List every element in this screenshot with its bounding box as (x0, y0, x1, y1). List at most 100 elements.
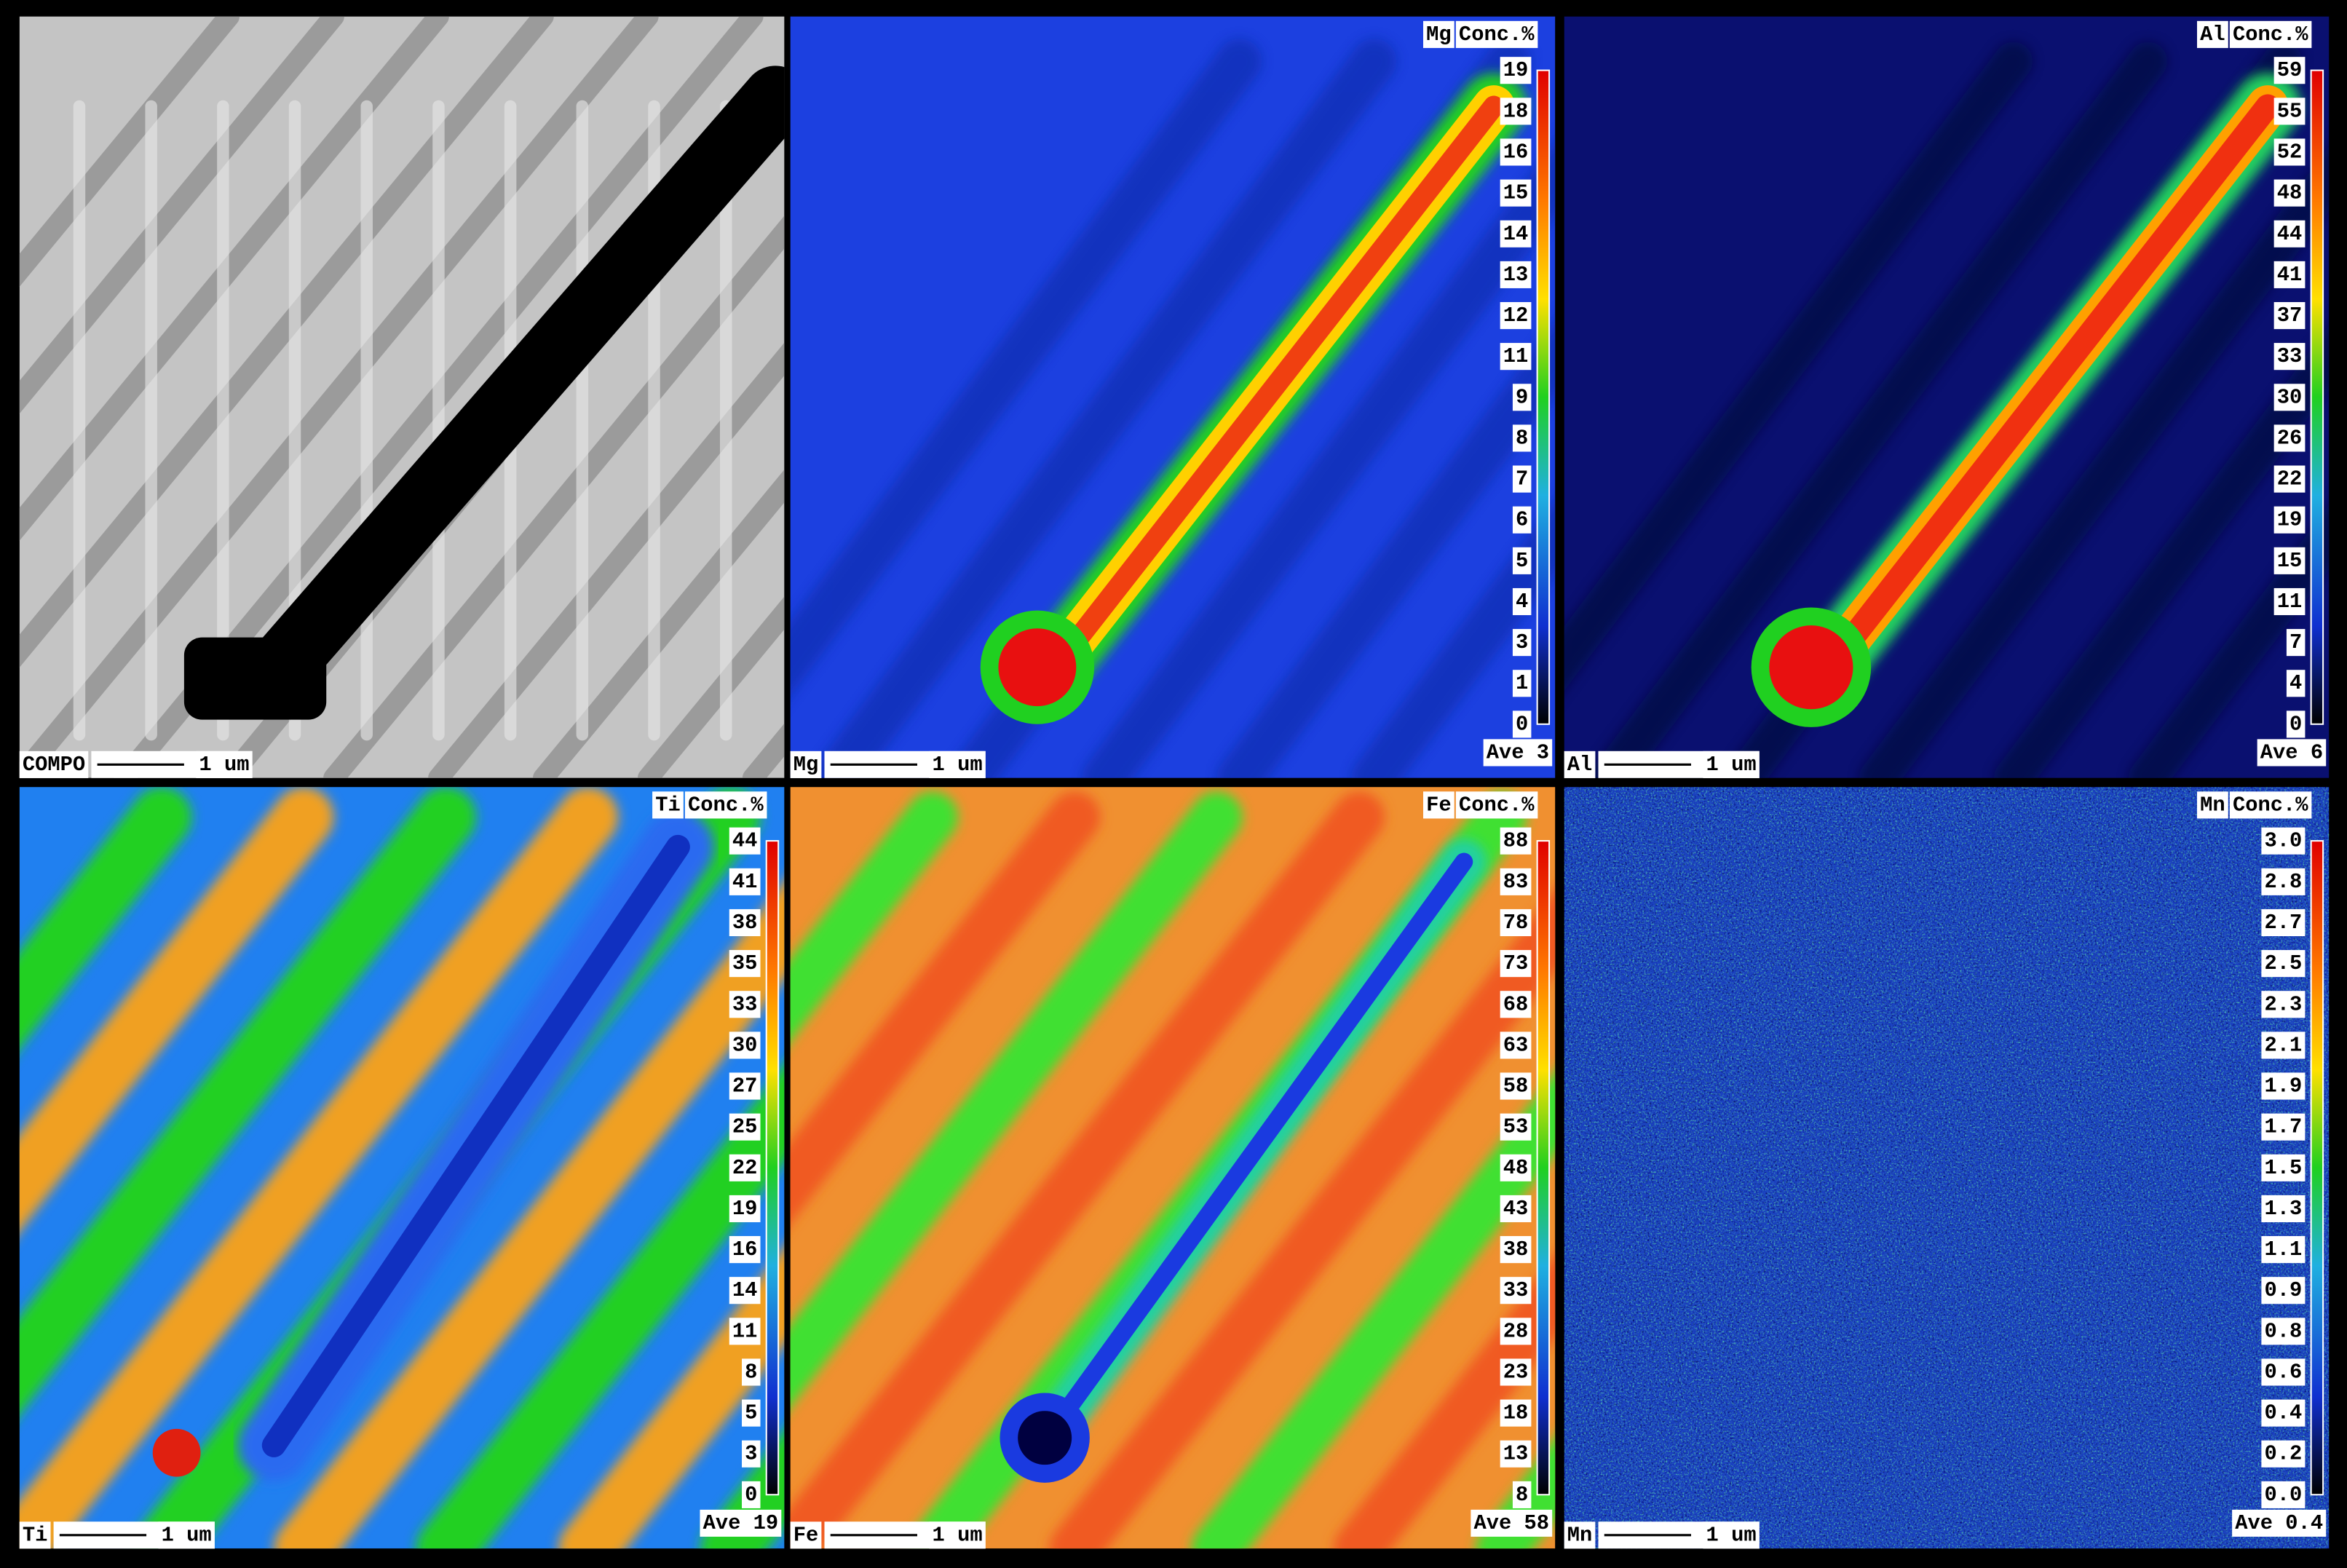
scale-label: 1 um (1706, 753, 1757, 777)
texture (1056, 95, 1505, 663)
tick-label: 5 (745, 1401, 757, 1425)
average-label-box (2257, 739, 2327, 767)
tick-label-box (2261, 1481, 2306, 1508)
tick-label-box (2273, 587, 2306, 616)
tick-label: 2.8 (2265, 870, 2303, 894)
scale-label-box (929, 1521, 986, 1549)
panel-label-box (1564, 1521, 1596, 1549)
tick-label-box (729, 1318, 761, 1345)
color-bar (2310, 840, 2324, 1496)
tick-label: 43 (1503, 1197, 1529, 1221)
texture (1859, 146, 2330, 778)
tick-label: 33 (2277, 344, 2303, 368)
tick-label: 22 (2277, 467, 2303, 491)
tick-label-box (1500, 98, 1532, 125)
tick-label: 19 (1503, 58, 1529, 82)
tick-label: 1.9 (2265, 1074, 2303, 1098)
blob (998, 628, 1077, 707)
tick-label-box (2261, 908, 2306, 937)
tick-label-box (729, 908, 761, 937)
tick-label-box (2261, 1072, 2306, 1100)
texture (2128, 504, 2330, 778)
blob (183, 637, 327, 720)
tick-label-box (2261, 868, 2306, 895)
tick-label-box (729, 1032, 761, 1059)
tick-label: 3 (1516, 630, 1528, 654)
tick-label-box (2273, 547, 2306, 574)
scale-label-box (158, 1521, 215, 1549)
tick-label: 23 (1503, 1360, 1529, 1384)
tick-label-box (1512, 710, 1532, 738)
texture (1082, 141, 1556, 778)
unit-label: Conc.% (2233, 23, 2308, 47)
unit-label: Conc.% (1459, 23, 1535, 47)
texture (790, 791, 1101, 1224)
tick-label: 44 (732, 829, 758, 853)
tick-label-box (2273, 261, 2306, 288)
tick-label: 33 (732, 992, 758, 1016)
tick-label-box (1500, 138, 1532, 166)
tick-label-box (2273, 57, 2306, 84)
tick-label: 2.3 (2265, 992, 2303, 1016)
tick-label-box (2273, 343, 2306, 371)
scale-label-box (196, 751, 253, 778)
tick-label: 14 (732, 1278, 758, 1302)
tick-label: 1.1 (2265, 1238, 2303, 1262)
texture (19, 16, 240, 287)
scale-label: 1 um (199, 753, 249, 777)
tick-label-box (1500, 1277, 1532, 1304)
tick-label-box (729, 1277, 761, 1304)
color-bar (1536, 840, 1551, 1496)
texture (19, 787, 334, 1232)
color-bar (2310, 69, 2324, 725)
tick-label-box (1500, 827, 1532, 855)
tick-label-box (2261, 950, 2306, 978)
average-label: Ave 3 (1487, 740, 1549, 764)
tick-label-box (729, 827, 761, 855)
texture (1191, 1072, 1556, 1549)
tick-label-box (1512, 587, 1532, 616)
tick-label: 19 (2277, 508, 2303, 532)
tick-label: 11 (732, 1319, 758, 1343)
average-label: Ave 58 (1473, 1511, 1549, 1535)
texture (812, 39, 1397, 778)
tick-label-box (2261, 1236, 2306, 1264)
element-label: Fe (1426, 793, 1452, 817)
average-label: Ave 0.4 (2235, 1511, 2323, 1535)
tick-label-box (2261, 1113, 2306, 1141)
color-bar (765, 840, 780, 1496)
texture (261, 834, 690, 1457)
tick-label-box (1500, 1236, 1532, 1264)
tick-label-box (729, 1195, 761, 1222)
tick-label-box (1512, 629, 1532, 657)
tick-label: 37 (2277, 304, 2303, 328)
tick-label: 1.7 (2265, 1115, 2303, 1139)
tick-label-box (1500, 1195, 1532, 1222)
tick-label: 7 (1516, 467, 1528, 491)
tick-label: 27 (732, 1074, 758, 1098)
texture (790, 791, 958, 1042)
panel: COMPO 1 um (19, 16, 785, 778)
average-label-box (700, 1509, 782, 1537)
unit-label: Conc.% (2233, 793, 2308, 817)
tick-label-box (1500, 343, 1532, 371)
tick-label-box (1512, 547, 1532, 574)
tick-label-box (1512, 670, 1532, 697)
tick-label: 0.0 (2265, 1483, 2303, 1507)
unit-label: Conc.% (688, 793, 764, 817)
tick-label: 1.3 (2265, 1197, 2303, 1221)
element-label: Al (2200, 23, 2225, 47)
texture (790, 39, 1262, 697)
tick-label: 73 (1503, 951, 1529, 975)
element-label: Mg (1426, 23, 1452, 47)
blob (152, 1428, 201, 1477)
tick-label-box (2273, 384, 2306, 411)
texture (1216, 320, 1556, 778)
texture (19, 787, 619, 1549)
tick-label: 8 (1516, 1483, 1528, 1507)
average-label-box (2232, 1509, 2327, 1537)
tick-label: 9 (1516, 385, 1528, 409)
panel-label: Fe (793, 1523, 819, 1547)
tick-label: 6 (1516, 508, 1528, 532)
panel-label: COMPO (23, 753, 85, 777)
